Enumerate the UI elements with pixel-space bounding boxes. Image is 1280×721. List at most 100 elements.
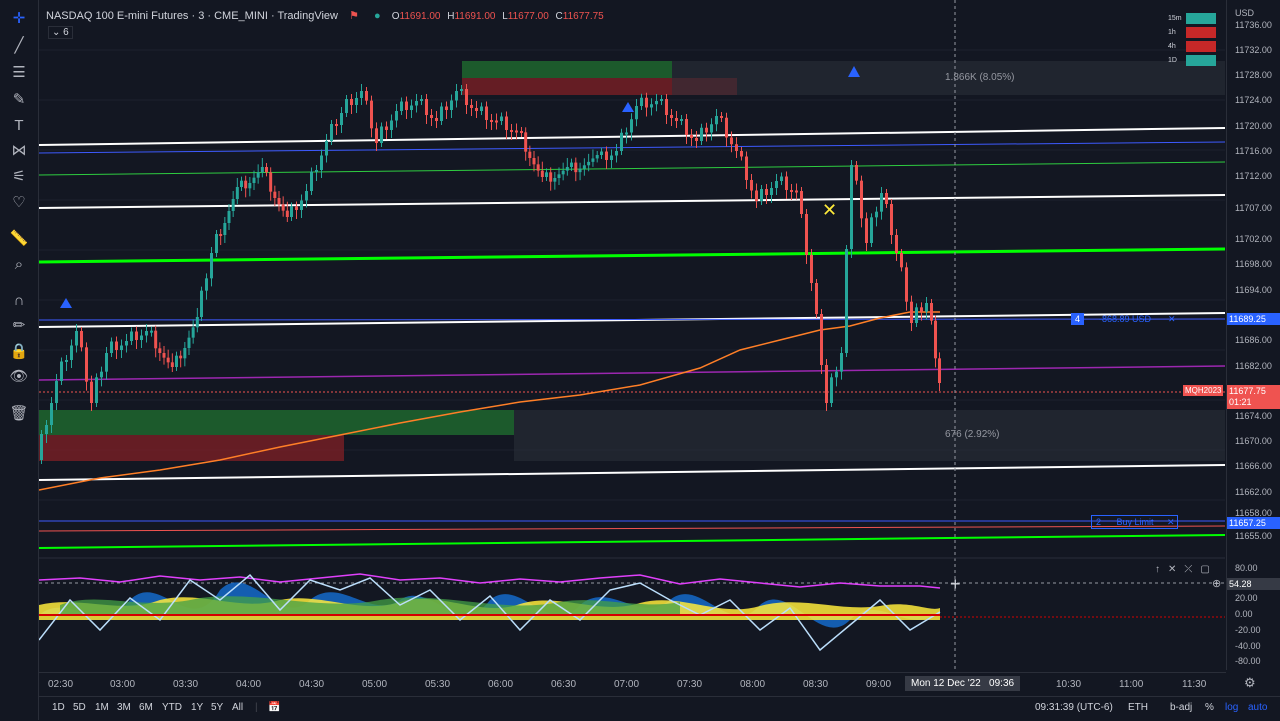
add-alert-icon[interactable]: ⊕: [1212, 578, 1222, 590]
range-6m[interactable]: 6M: [139, 702, 153, 713]
log-toggle[interactable]: log: [1225, 702, 1239, 713]
position-order[interactable]: 4 -868.89 USD ✕: [1071, 313, 1178, 325]
candle-body: [680, 119, 683, 121]
trendline-icon[interactable]: ╱: [14, 37, 24, 54]
drawing-toolbar: ✛ ╱ ☰ ✎ T ⋈ ⚟ ♡ 📏 ⌕ ∩ ✏ 🔒 👁 🗑: [0, 0, 39, 720]
crosshair-icon[interactable]: ✛: [12, 10, 26, 27]
limit-label: Buy Limit: [1116, 517, 1154, 527]
current-price-tag: 11677.75 01:21: [1227, 385, 1280, 409]
candle-body: [390, 120, 393, 130]
time-tick: 07:00: [614, 679, 640, 690]
time-axis[interactable]: 02:30 03:00 03:30 04:00 04:30 05:00 05:3…: [39, 672, 1226, 695]
range-all[interactable]: All: [232, 702, 244, 713]
candle-body: [260, 167, 264, 173]
symbol-title[interactable]: NASDAQ 100 E-mini Futures · 3 · CME_MINI…: [46, 10, 338, 22]
lock-icon[interactable]: 🔒: [9, 343, 29, 360]
candle-body: [655, 101, 658, 105]
range-ytd[interactable]: YTD: [162, 702, 182, 713]
range-1d[interactable]: 1D: [52, 702, 65, 713]
settings-gear-icon[interactable]: ⚙: [1244, 675, 1256, 690]
candle-body: [900, 253, 903, 268]
range-3m[interactable]: 3M: [117, 702, 131, 713]
indicators-toggle[interactable]: ⌄ 6: [48, 26, 73, 39]
pattern-icon[interactable]: ⋈: [11, 142, 27, 159]
green-level-2[interactable]: [39, 534, 1225, 549]
candle-body: [105, 353, 108, 372]
maximize-icon[interactable]: ▢: [1200, 564, 1210, 575]
close-icon[interactable]: ✕: [1168, 564, 1177, 575]
candle-body: [85, 347, 88, 382]
ruler-icon[interactable]: 📏: [9, 230, 29, 247]
prediction-icon[interactable]: ⚟: [12, 168, 26, 185]
candle-body: [850, 165, 853, 249]
candle-body: [885, 193, 888, 204]
candle-body: [125, 341, 128, 346]
candle-body: [835, 371, 838, 378]
green-level-1[interactable]: [39, 247, 1225, 264]
price-chart[interactable]: ✕: [39, 0, 1225, 670]
auto-toggle[interactable]: auto: [1248, 702, 1268, 713]
mtf-label: 15m: [1168, 15, 1182, 22]
position-qty: 4: [1071, 313, 1085, 325]
bottom-toolbar: 1D 5D 1M 3M 6M YTD 1Y 5Y All | 📅 09:31:3…: [39, 696, 1280, 721]
close-icon[interactable]: ✕: [1167, 517, 1175, 527]
candle-body: [154, 330, 158, 349]
collapse-icon[interactable]: ⤫: [1184, 564, 1193, 575]
limit-order[interactable]: 2 Buy Limit ✕: [1091, 515, 1178, 529]
currency-label[interactable]: USD: [1235, 8, 1255, 18]
candle-body: [40, 434, 43, 460]
draw-mode-icon[interactable]: ✏: [12, 317, 26, 334]
white-level-2[interactable]: [39, 194, 1225, 209]
candle-body: [938, 358, 941, 383]
range-1y[interactable]: 1Y: [191, 702, 204, 713]
candle-body: [315, 170, 318, 172]
clock[interactable]: 09:31:39 (UTC-6): [1035, 702, 1113, 713]
range-5d[interactable]: 5D: [73, 702, 86, 713]
candle-body: [360, 91, 363, 98]
trash-icon[interactable]: 🗑: [9, 405, 29, 422]
current-price: 11677.75: [1229, 386, 1266, 396]
close-icon[interactable]: ✕: [1168, 314, 1176, 324]
time-tick: 09:00: [866, 679, 892, 690]
candle-body: [557, 174, 561, 178]
candle-body: [650, 104, 653, 108]
heart-icon[interactable]: ♡: [12, 194, 26, 211]
price-tick: 11720.00: [1235, 121, 1272, 131]
candle-body: [895, 235, 898, 253]
candle-body: [135, 331, 138, 340]
candle-body: [765, 189, 768, 195]
low-value: 11677.00: [507, 11, 549, 22]
percent-toggle[interactable]: %: [1205, 702, 1214, 713]
eye-icon[interactable]: 👁: [9, 368, 29, 385]
candle-body: [505, 116, 508, 130]
candle-body: [410, 105, 413, 110]
low-label: L: [502, 11, 508, 22]
magnet-icon[interactable]: ∩: [13, 292, 25, 309]
date-range-icon[interactable]: 📅: [268, 702, 281, 713]
brush-icon[interactable]: ✎: [12, 91, 26, 108]
candle-body: [785, 176, 788, 190]
symbol-legend[interactable]: NASDAQ 100 E-mini Futures · 3 · CME_MINI…: [46, 9, 604, 22]
candle-body: [130, 331, 133, 341]
candle-body: [620, 132, 623, 151]
session-toggle[interactable]: ETH: [1128, 702, 1148, 713]
candle-body: [480, 106, 483, 111]
candle-body: [248, 183, 252, 189]
candle-body: [140, 335, 143, 340]
white-level-4[interactable]: [39, 464, 1225, 481]
candle-body: [630, 119, 633, 133]
text-icon[interactable]: T: [14, 117, 24, 134]
flag-icon[interactable]: ⚑: [349, 10, 359, 22]
crosshair-cursor-icon: +: [950, 574, 961, 594]
price-axis[interactable]: USD 11736.00 11732.00 11728.00 11724.00 …: [1226, 0, 1280, 670]
arrow-up-icon[interactable]: ↑: [1155, 564, 1160, 575]
range-1m[interactable]: 1M: [95, 702, 109, 713]
zoom-icon[interactable]: ⌕: [14, 256, 24, 273]
range-5y[interactable]: 5Y: [211, 702, 224, 713]
candle-body: [400, 101, 403, 111]
fib-icon[interactable]: ☰: [12, 64, 26, 81]
candle-body: [905, 267, 908, 302]
candle-body: [281, 204, 285, 211]
adjustment-toggle[interactable]: b-adj: [1170, 702, 1193, 713]
candle-body: [536, 164, 540, 171]
